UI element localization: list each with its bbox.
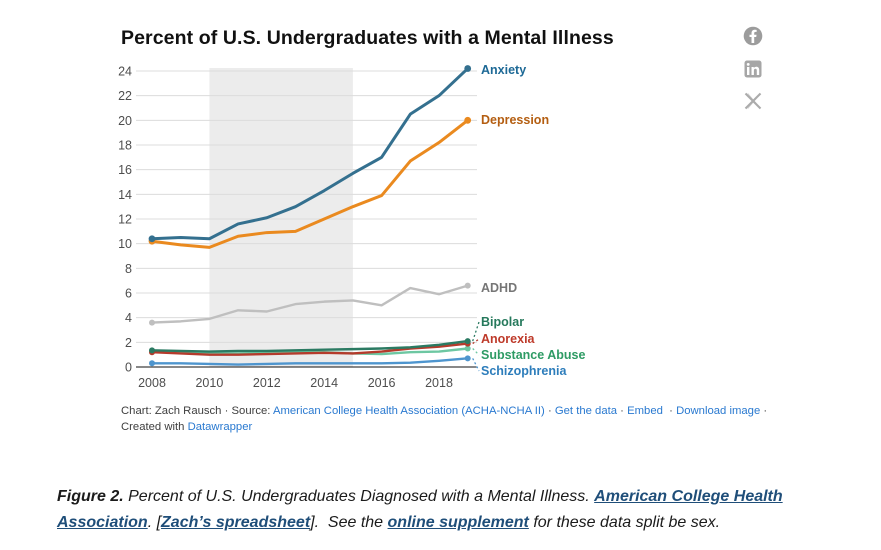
series-point [148,235,156,243]
footer-link[interactable]: Get the data [554,405,618,417]
y-tick-label: 4 [125,311,132,325]
y-tick-label: 6 [125,287,132,301]
x-tick-label: 2014 [310,376,338,390]
series-label-substance-abuse: Substance Abuse [481,348,585,362]
y-tick-label: 14 [118,188,132,202]
series-point [149,347,155,354]
chart-title: Percent of U.S. Undergraduates with a Me… [121,27,614,49]
label-connector [472,321,480,342]
figure-caption: Figure 2. Percent of U.S. Undergraduates… [57,484,805,536]
y-tick-label: 10 [118,237,132,251]
x-tick-label: 2016 [368,376,396,390]
caption-text: ]. See the [310,514,388,531]
footer-link[interactable]: Embed [627,405,663,417]
series-point [464,338,471,345]
y-tick-label: 24 [118,65,132,79]
caption-text: Percent of U.S. Undergraduates Diagnosed… [123,488,595,505]
series-point [149,319,155,326]
y-tick-label: 18 [118,139,132,153]
footer-text: · [617,405,628,417]
y-tick-label: 20 [118,114,132,128]
series-label-anorexia: Anorexia [481,332,536,346]
share-toolbar [742,26,764,110]
x-share-icon[interactable] [744,92,762,110]
series-label-depression: Depression [481,113,549,127]
caption-link[interactable]: American College Health Association [57,488,783,531]
footer-text: · [662,405,677,417]
footer-link[interactable]: Download image [676,405,761,417]
series-line-anxiety [150,67,470,241]
caption-text: Figure 2. [57,488,124,505]
label-connector [472,358,480,372]
caption-link[interactable]: Zach’s spreadsheet [161,514,311,531]
x-tick-label: 2008 [138,376,166,390]
y-tick-label: 22 [118,89,132,103]
chart-footer: Chart: Zach Rausch · Source: American Co… [121,404,781,435]
caption-text: . [ [147,514,162,531]
series-point [464,345,471,352]
series-line-adhd [150,284,469,324]
series-label-anxiety: Anxiety [481,63,526,77]
footer-line: Created with Datawrapper [121,420,781,436]
x-tick-label: 2010 [195,376,223,390]
footer-text: · [760,405,768,417]
footer-link[interactable]: American College Health Association (ACH… [272,405,545,417]
caption-link[interactable]: online supplement [387,514,529,531]
series-line-bipolar [150,339,469,353]
x-tick-label: 2012 [253,376,281,390]
y-tick-label: 16 [118,163,132,177]
footer-line: Chart: Zach Rausch · Source: American Co… [121,404,781,420]
label-connector [472,348,480,356]
series-point [464,65,472,72]
label-connector [472,338,480,345]
series-point [464,282,471,289]
x-tick-label: 2018 [425,376,453,390]
footer-text: Chart: Zach Rausch · Source: [121,405,273,417]
series-label-adhd: ADHD [481,281,517,295]
linkedin-share-icon[interactable] [744,60,762,78]
y-tick-label: 0 [125,361,132,375]
footer-text: · [544,405,555,417]
footer-text: Created with [121,420,188,433]
series-label-schizophrenia: Schizophrenia [481,364,567,378]
caption-text: for these data split be sex. [528,514,721,531]
series-line-schizophrenia [150,357,469,366]
series-label-bipolar: Bipolar [481,315,524,329]
footer-link[interactable]: Datawrapper [187,420,253,433]
series-point [464,355,471,362]
series-point [149,360,155,367]
y-tick-label: 12 [118,213,132,227]
series-line-anorexia [150,342,469,356]
y-tick-label: 2 [125,336,132,350]
facebook-share-icon[interactable] [743,26,763,46]
series-point [464,116,472,124]
series-line-depression [150,118,470,249]
y-tick-label: 8 [125,262,132,276]
